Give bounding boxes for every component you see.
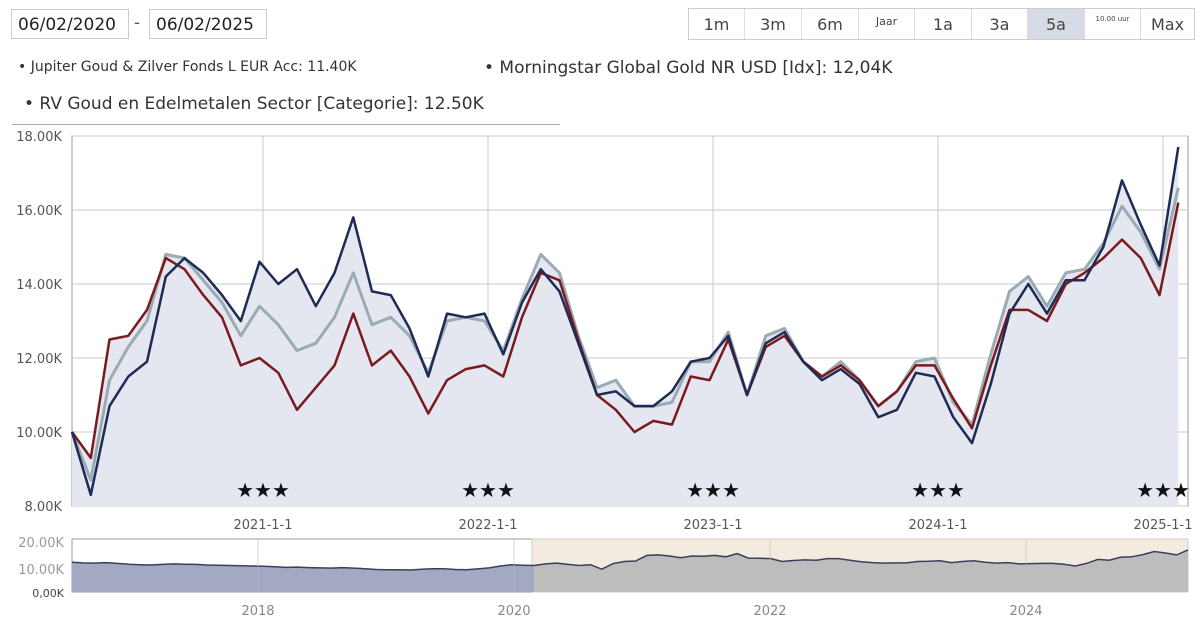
date-range-separator: - xyxy=(134,13,141,33)
y-tick-label: 8.00K xyxy=(25,500,63,515)
y-axis-labels: 18.00K 16.00K 14.00K 12.00K 10.00K 8.00K xyxy=(16,130,62,515)
category-line[interactable] xyxy=(70,202,1180,460)
range-button-1m[interactable]: 1m xyxy=(689,9,745,39)
star-rating-icon: ★★★ xyxy=(911,478,965,502)
end-date-input[interactable]: 06/02/2025 xyxy=(149,9,267,39)
navigator-x-label: 2024 xyxy=(1009,604,1042,619)
y-tick-label: 12.00K xyxy=(16,352,62,367)
x-tick-label: 2022-1-1 xyxy=(458,518,517,533)
range-button-6m[interactable]: 6m xyxy=(802,9,859,39)
main-chart-lines xyxy=(70,146,1180,497)
range-button-max[interactable]: Max xyxy=(1141,9,1194,39)
y-tick-label: 14.00K xyxy=(16,278,62,293)
star-rating-icon: ★★★ xyxy=(461,478,515,502)
range-button-10y[interactable]: 10.00 uur xyxy=(1085,9,1141,39)
range-button-ytd[interactable]: Jaar xyxy=(859,9,915,39)
navigator-y-label: 0,00K xyxy=(32,587,64,600)
navigator-chart[interactable]: 2018 2020 2022 2024 20.00K 10.00K 0,00K xyxy=(18,536,1189,619)
x-tick-label: 2024-1-1 xyxy=(908,518,967,533)
navigator-y-label: 20.00K xyxy=(18,536,64,551)
y-tick-label: 10.00K xyxy=(16,426,62,441)
range-button-5a[interactable]: 5a xyxy=(1028,9,1085,39)
y-tick-label: 16.00K xyxy=(16,204,62,219)
star-rating-icon: ★★★ xyxy=(1136,478,1190,502)
range-button-3a[interactable]: 3a xyxy=(972,9,1028,39)
legend-item-index[interactable]: • Morningstar Global Gold NR USD [Idx]: … xyxy=(484,58,893,78)
range-selector: 1m 3m 6m Jaar 1a 3a 5a 10.00 uur Max xyxy=(688,8,1195,40)
legend-divider xyxy=(12,124,560,125)
navigator-x-label: 2020 xyxy=(497,604,530,619)
rating-star-markers: ★★★ ★★★ ★★★ ★★★ ★★★ xyxy=(236,478,1190,502)
legend-item-fund[interactable]: • Jupiter Goud & Zilver Fonds L EUR Acc:… xyxy=(18,59,357,75)
star-rating-icon: ★★★ xyxy=(686,478,740,502)
legend-item-category[interactable]: • RV Goud en Edelmetalen Sector [Categor… xyxy=(24,94,484,114)
y-tick-label: 18.00K xyxy=(16,130,62,145)
x-tick-label: 2025-1-1 xyxy=(1133,518,1192,533)
index-line[interactable] xyxy=(70,187,1180,482)
fund-line[interactable] xyxy=(70,146,1180,497)
navigator-x-label: 2022 xyxy=(753,604,786,619)
x-tick-label: 2021-1-1 xyxy=(233,518,292,533)
navigator-y-label: 10.00K xyxy=(18,563,64,578)
range-button-1a[interactable]: 1a xyxy=(915,9,972,39)
x-axis-labels: 2021-1-1 2022-1-1 2023-1-1 2024-1-1 2025-1-1 xyxy=(233,518,1192,533)
x-tick-label: 2023-1-1 xyxy=(683,518,742,533)
navigator-x-label: 2018 xyxy=(241,604,274,619)
range-button-3m[interactable]: 3m xyxy=(745,9,802,39)
main-chart-area-fill xyxy=(72,147,1179,506)
star-rating-icon: ★★★ xyxy=(236,478,290,502)
start-date-input[interactable]: 06/02/2020 xyxy=(11,9,129,39)
